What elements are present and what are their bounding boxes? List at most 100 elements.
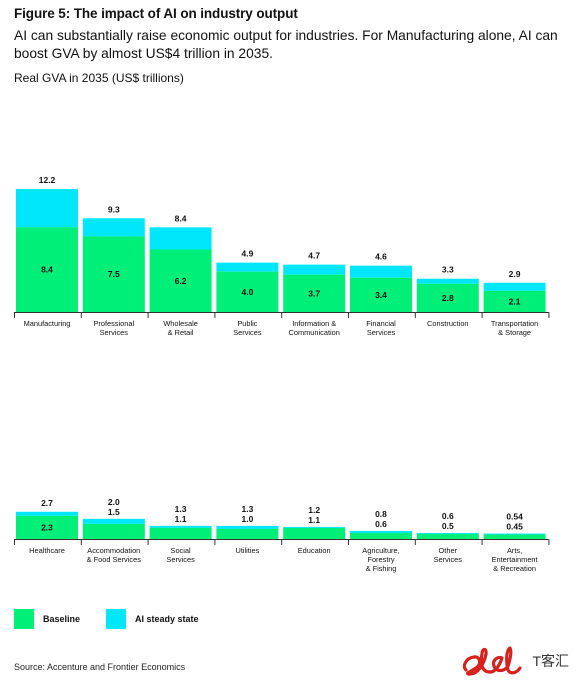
- bar-ai-segment: [283, 264, 346, 275]
- bar-baseline-segment: [16, 515, 78, 539]
- bar-baseline-segment: [283, 274, 346, 312]
- bar-ai-segment: [483, 282, 546, 291]
- category-label: Professional: [93, 319, 134, 328]
- baseline-value-label: 0.6: [375, 519, 387, 529]
- bar-ai-segment: [483, 533, 546, 535]
- total-value-label: 0.54: [506, 512, 523, 522]
- total-value-label: 2.0: [108, 497, 120, 507]
- bar-ai-segment: [82, 218, 145, 237]
- y-axis-label: Real GVA in 2035 (US$ trillions): [14, 71, 184, 85]
- category-label: Communication: [289, 328, 340, 337]
- total-value-label: 12.2: [39, 175, 56, 185]
- watermark-logo-icon: [463, 646, 523, 676]
- category-label: Wholesale: [163, 319, 198, 328]
- category-label: Agriculture,: [362, 546, 399, 555]
- baseline-value-label: 2.1: [509, 296, 521, 306]
- bar-ai-segment: [149, 227, 212, 250]
- baseline-value-label: 1.1: [308, 515, 320, 525]
- bar-ai-segment: [82, 518, 145, 524]
- bar-chart: 12.28.4Manufacturing9.37.5ProfessionalSe…: [14, 175, 550, 573]
- baseline-value-label: 0.45: [506, 522, 523, 532]
- bar-baseline-segment: [16, 227, 78, 312]
- total-value-label: 4.6: [375, 252, 387, 262]
- bar-baseline-segment: [82, 236, 145, 312]
- bar-ai-segment: [216, 262, 279, 272]
- chart-title: Figure 5: The impact of AI on industry o…: [14, 6, 298, 21]
- baseline-value-label: 2.3: [41, 522, 53, 532]
- category-label: Arts,: [507, 546, 522, 555]
- legend-ai: AI steady state: [106, 609, 199, 629]
- total-value-label: 2.9: [509, 269, 521, 279]
- baseline-value-label: 3.4: [375, 290, 387, 300]
- category-label: & Fishing: [366, 564, 397, 573]
- bar-ai-segment: [149, 525, 212, 528]
- total-value-label: 4.9: [241, 249, 253, 259]
- bar-ai-segment: [283, 526, 346, 528]
- category-label: Social: [171, 546, 191, 555]
- bar-ai-segment: [350, 530, 412, 533]
- watermark-logo: T客汇: [460, 644, 569, 678]
- baseline-value-label: 7.5: [108, 269, 120, 279]
- category-label: Information &: [292, 319, 336, 328]
- category-label: Manufacturing: [24, 319, 71, 328]
- category-label: Services: [166, 555, 195, 564]
- bar-ai-segment: [216, 525, 279, 529]
- bar-baseline-segment: [483, 290, 546, 312]
- watermark-text: T客汇: [532, 653, 569, 669]
- bar-ai-segment: [350, 265, 412, 278]
- total-value-label: 0.6: [442, 511, 454, 521]
- baseline-value-label: 8.4: [41, 265, 53, 275]
- total-value-label: 0.8: [375, 509, 387, 519]
- category-label: Other: [439, 546, 458, 555]
- category-label: Financial: [366, 319, 396, 328]
- baseline-value-label: 1.0: [241, 514, 253, 524]
- category-label: & Food Services: [87, 555, 142, 564]
- bar-ai-segment: [16, 511, 78, 516]
- baseline-value-label: 0.5: [442, 521, 454, 531]
- bar-baseline-segment: [350, 532, 412, 539]
- bar-baseline-segment: [283, 527, 346, 539]
- legend-ai-swatch: [106, 609, 126, 629]
- bar-baseline-segment: [216, 528, 279, 539]
- baseline-value-label: 6.2: [175, 276, 187, 286]
- bar-baseline-segment: [216, 271, 279, 312]
- total-value-label: 8.4: [175, 213, 187, 223]
- category-label: Education: [298, 546, 331, 555]
- bar-ai-segment: [16, 189, 78, 228]
- category-label: Services: [100, 328, 129, 337]
- bar-ai-segment: [416, 532, 479, 534]
- bar-ai-segment: [416, 278, 479, 284]
- bar-baseline-segment: [82, 523, 145, 539]
- bar-baseline-segment: [416, 283, 479, 312]
- category-label: & Retail: [168, 328, 194, 337]
- category-label: Healthcare: [29, 546, 65, 555]
- legend-baseline: Baseline: [14, 609, 80, 629]
- category-label: Utilities: [235, 546, 259, 555]
- baseline-value-label: 1.5: [108, 507, 120, 517]
- legend-baseline-swatch: [14, 609, 34, 629]
- category-label: Entertainment: [492, 555, 538, 564]
- bar-baseline-segment: [149, 527, 212, 539]
- category-label: Accommodation: [87, 546, 140, 555]
- legend-baseline-label: Baseline: [43, 614, 81, 624]
- bar-baseline-segment: [416, 533, 479, 539]
- category-label: & Storage: [498, 328, 531, 337]
- baseline-value-label: 1.1: [175, 514, 187, 524]
- bar-baseline-segment: [350, 277, 412, 312]
- legend-ai-label: AI steady state: [135, 614, 199, 624]
- baseline-value-label: 3.7: [308, 288, 320, 298]
- total-value-label: 3.3: [442, 265, 454, 275]
- total-value-label: 1.3: [241, 504, 253, 514]
- baseline-value-label: 2.8: [442, 293, 454, 303]
- bar-baseline-segment: [149, 249, 212, 312]
- category-label: Services: [233, 328, 262, 337]
- bar-baseline-segment: [483, 534, 546, 539]
- total-value-label: 9.3: [108, 204, 120, 214]
- category-label: Public: [237, 319, 257, 328]
- baseline-value-label: 4.0: [241, 287, 253, 297]
- category-label: & Recreation: [493, 564, 536, 573]
- chart-subtitle: AI can substantially raise economic outp…: [14, 28, 558, 61]
- category-label: Construction: [427, 319, 469, 328]
- category-label: Forestry: [367, 555, 394, 564]
- category-label: Services: [367, 328, 396, 337]
